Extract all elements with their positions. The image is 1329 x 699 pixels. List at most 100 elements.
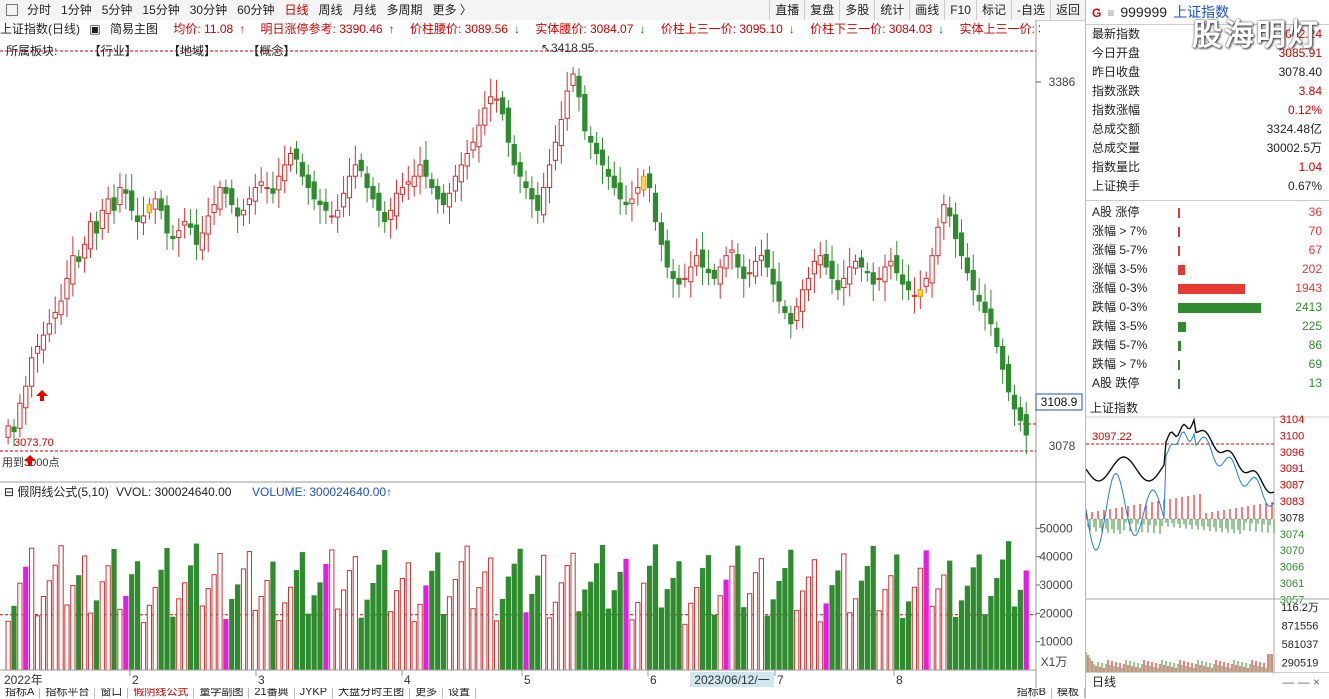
volume-bar bbox=[829, 585, 835, 671]
remove-watchlist-button[interactable]: -自选 bbox=[1010, 0, 1050, 20]
menu-icon[interactable]: ≡ bbox=[1107, 6, 1115, 20]
candle-body bbox=[193, 224, 200, 245]
volume-bar bbox=[694, 587, 700, 671]
tab-fenshi[interactable]: 分时 bbox=[27, 3, 52, 17]
volume-bar bbox=[488, 557, 494, 671]
tab-15min[interactable]: 15分钟 bbox=[142, 3, 180, 17]
tab-more-indicators[interactable]: 更多 bbox=[410, 688, 444, 698]
candle-body bbox=[23, 385, 29, 409]
volume-bar bbox=[958, 600, 965, 671]
price-axis-bottom-label: 3078 bbox=[1049, 439, 1076, 453]
volume-bar bbox=[605, 608, 612, 671]
stats-button[interactable]: 统计 bbox=[874, 0, 909, 20]
tab-window[interactable]: 窗口 bbox=[95, 688, 129, 698]
g-icon[interactable]: G bbox=[1092, 6, 1102, 20]
tab-daily[interactable]: 日线 bbox=[284, 3, 309, 17]
mini-intraday-chart[interactable]: 上证指数 3104 3100 3096 3091 3087 3083 3078 3074 3070… bbox=[1085, 399, 1329, 674]
stat-row: 总成交量 30002.5万 bbox=[1086, 139, 1329, 158]
volume-bar bbox=[588, 581, 594, 671]
tab-liangxue[interactable]: 量学副图 bbox=[194, 688, 250, 698]
tab-indicator-a[interactable]: 指标A bbox=[0, 688, 41, 698]
volume-bar bbox=[217, 553, 223, 671]
tab-5min[interactable]: 5分钟 bbox=[101, 3, 133, 17]
volume-bar bbox=[352, 556, 358, 671]
volume-bar bbox=[735, 545, 741, 671]
candle-body bbox=[941, 204, 947, 224]
tab-21[interactable]: 21番典 bbox=[249, 688, 295, 698]
sector-concept-link[interactable]: 【概念】 bbox=[247, 44, 296, 58]
tab-right-daily[interactable]: 日线 bbox=[1092, 675, 1117, 689]
stat-row: 上证换手 0.67% bbox=[1086, 177, 1329, 196]
sector-industry-link[interactable]: 【行业】 bbox=[88, 44, 137, 58]
candle-body bbox=[558, 118, 564, 147]
candle-body bbox=[488, 96, 494, 105]
mini-chart-svg[interactable]: 上证指数 3104 3100 3096 3091 3087 3083 3078 3074 3070… bbox=[1085, 399, 1329, 674]
live-button[interactable]: 直播 bbox=[769, 0, 804, 20]
volume-bar bbox=[876, 610, 882, 671]
volume-bar bbox=[988, 595, 994, 671]
tab-more[interactable]: 更多 〉 bbox=[432, 3, 472, 17]
candle-body bbox=[935, 226, 941, 257]
tab-30min[interactable]: 30分钟 bbox=[189, 3, 228, 17]
volume-bar bbox=[358, 617, 364, 671]
layout-toggle-icon[interactable] bbox=[6, 4, 18, 16]
draw-line-button[interactable]: 画线 bbox=[909, 0, 944, 20]
mini-tick-label: 3091 bbox=[1280, 463, 1304, 475]
distribution-value: 70 bbox=[1308, 224, 1322, 238]
tab-60min[interactable]: 60分钟 bbox=[237, 3, 275, 17]
candle-body bbox=[329, 215, 335, 218]
tab-jykp[interactable]: JYKP bbox=[295, 688, 334, 698]
volume-bar bbox=[270, 561, 276, 671]
tab-multi-period[interactable]: 多周期 bbox=[386, 3, 423, 17]
quote-header: G ≡ 999999 上证指数 bbox=[1086, 0, 1329, 25]
candle-body bbox=[82, 243, 88, 259]
candle-body bbox=[476, 124, 482, 148]
tab-indicator-b[interactable]: 指标B bbox=[1012, 688, 1052, 698]
tab-template[interactable]: 模板 bbox=[1052, 688, 1085, 698]
tab-market-intraday[interactable]: 大盘分时主图 bbox=[333, 688, 411, 698]
candle-body bbox=[117, 187, 123, 206]
volume-bar bbox=[1017, 589, 1023, 671]
volume-bar bbox=[152, 587, 158, 671]
tab-monthly[interactable]: 月线 bbox=[352, 3, 377, 17]
f10-button[interactable]: F10 bbox=[944, 0, 976, 20]
distribution-row: 涨幅 > 7% 70 bbox=[1086, 222, 1329, 241]
volume-bar bbox=[158, 569, 164, 671]
candle-body bbox=[982, 301, 988, 313]
candle-body bbox=[541, 187, 547, 216]
month-label: 8 bbox=[896, 673, 903, 687]
review-button[interactable]: 复盘 bbox=[804, 0, 839, 20]
back-button[interactable]: 返回 bbox=[1049, 0, 1085, 20]
scroll-arrows-icon[interactable]: — — × bbox=[1282, 675, 1320, 689]
candle-body bbox=[911, 294, 918, 297]
multi-stock-button[interactable]: 多股 bbox=[839, 0, 874, 20]
volume-bar bbox=[187, 565, 194, 671]
volume-bar bbox=[535, 575, 541, 671]
candle-body bbox=[599, 149, 606, 166]
sector-region-link[interactable]: 【地域】 bbox=[168, 44, 217, 58]
candle-body bbox=[111, 197, 117, 211]
body-upper-third: 实体上三一价: 3084.6◇ bbox=[959, 22, 1041, 36]
volume-bar bbox=[505, 576, 511, 671]
tab-settings[interactable]: 设置 bbox=[443, 688, 477, 698]
candle-body bbox=[229, 188, 235, 206]
volume-bar bbox=[264, 579, 270, 671]
distribution-bar bbox=[1178, 283, 1288, 294]
mark-button[interactable]: 标记 bbox=[975, 0, 1011, 20]
candle-body bbox=[505, 107, 511, 143]
tab-fake-yin[interactable]: 假阴线公式 bbox=[128, 688, 195, 698]
candle-body bbox=[646, 173, 653, 189]
candle-body bbox=[511, 143, 517, 166]
candle-body bbox=[852, 260, 859, 269]
tab-weekly[interactable]: 周线 bbox=[318, 3, 343, 17]
candle-body bbox=[317, 200, 323, 206]
tab-1min[interactable]: 1分钟 bbox=[61, 3, 92, 17]
month-label: 2 bbox=[132, 673, 139, 687]
candle-body bbox=[841, 277, 847, 288]
tab-indicator-platform[interactable]: 指标平台 bbox=[40, 688, 96, 698]
view-mode[interactable]: ▣ 简易主图 bbox=[89, 22, 159, 36]
volume-bar bbox=[317, 582, 323, 671]
volume-bar bbox=[411, 621, 417, 671]
